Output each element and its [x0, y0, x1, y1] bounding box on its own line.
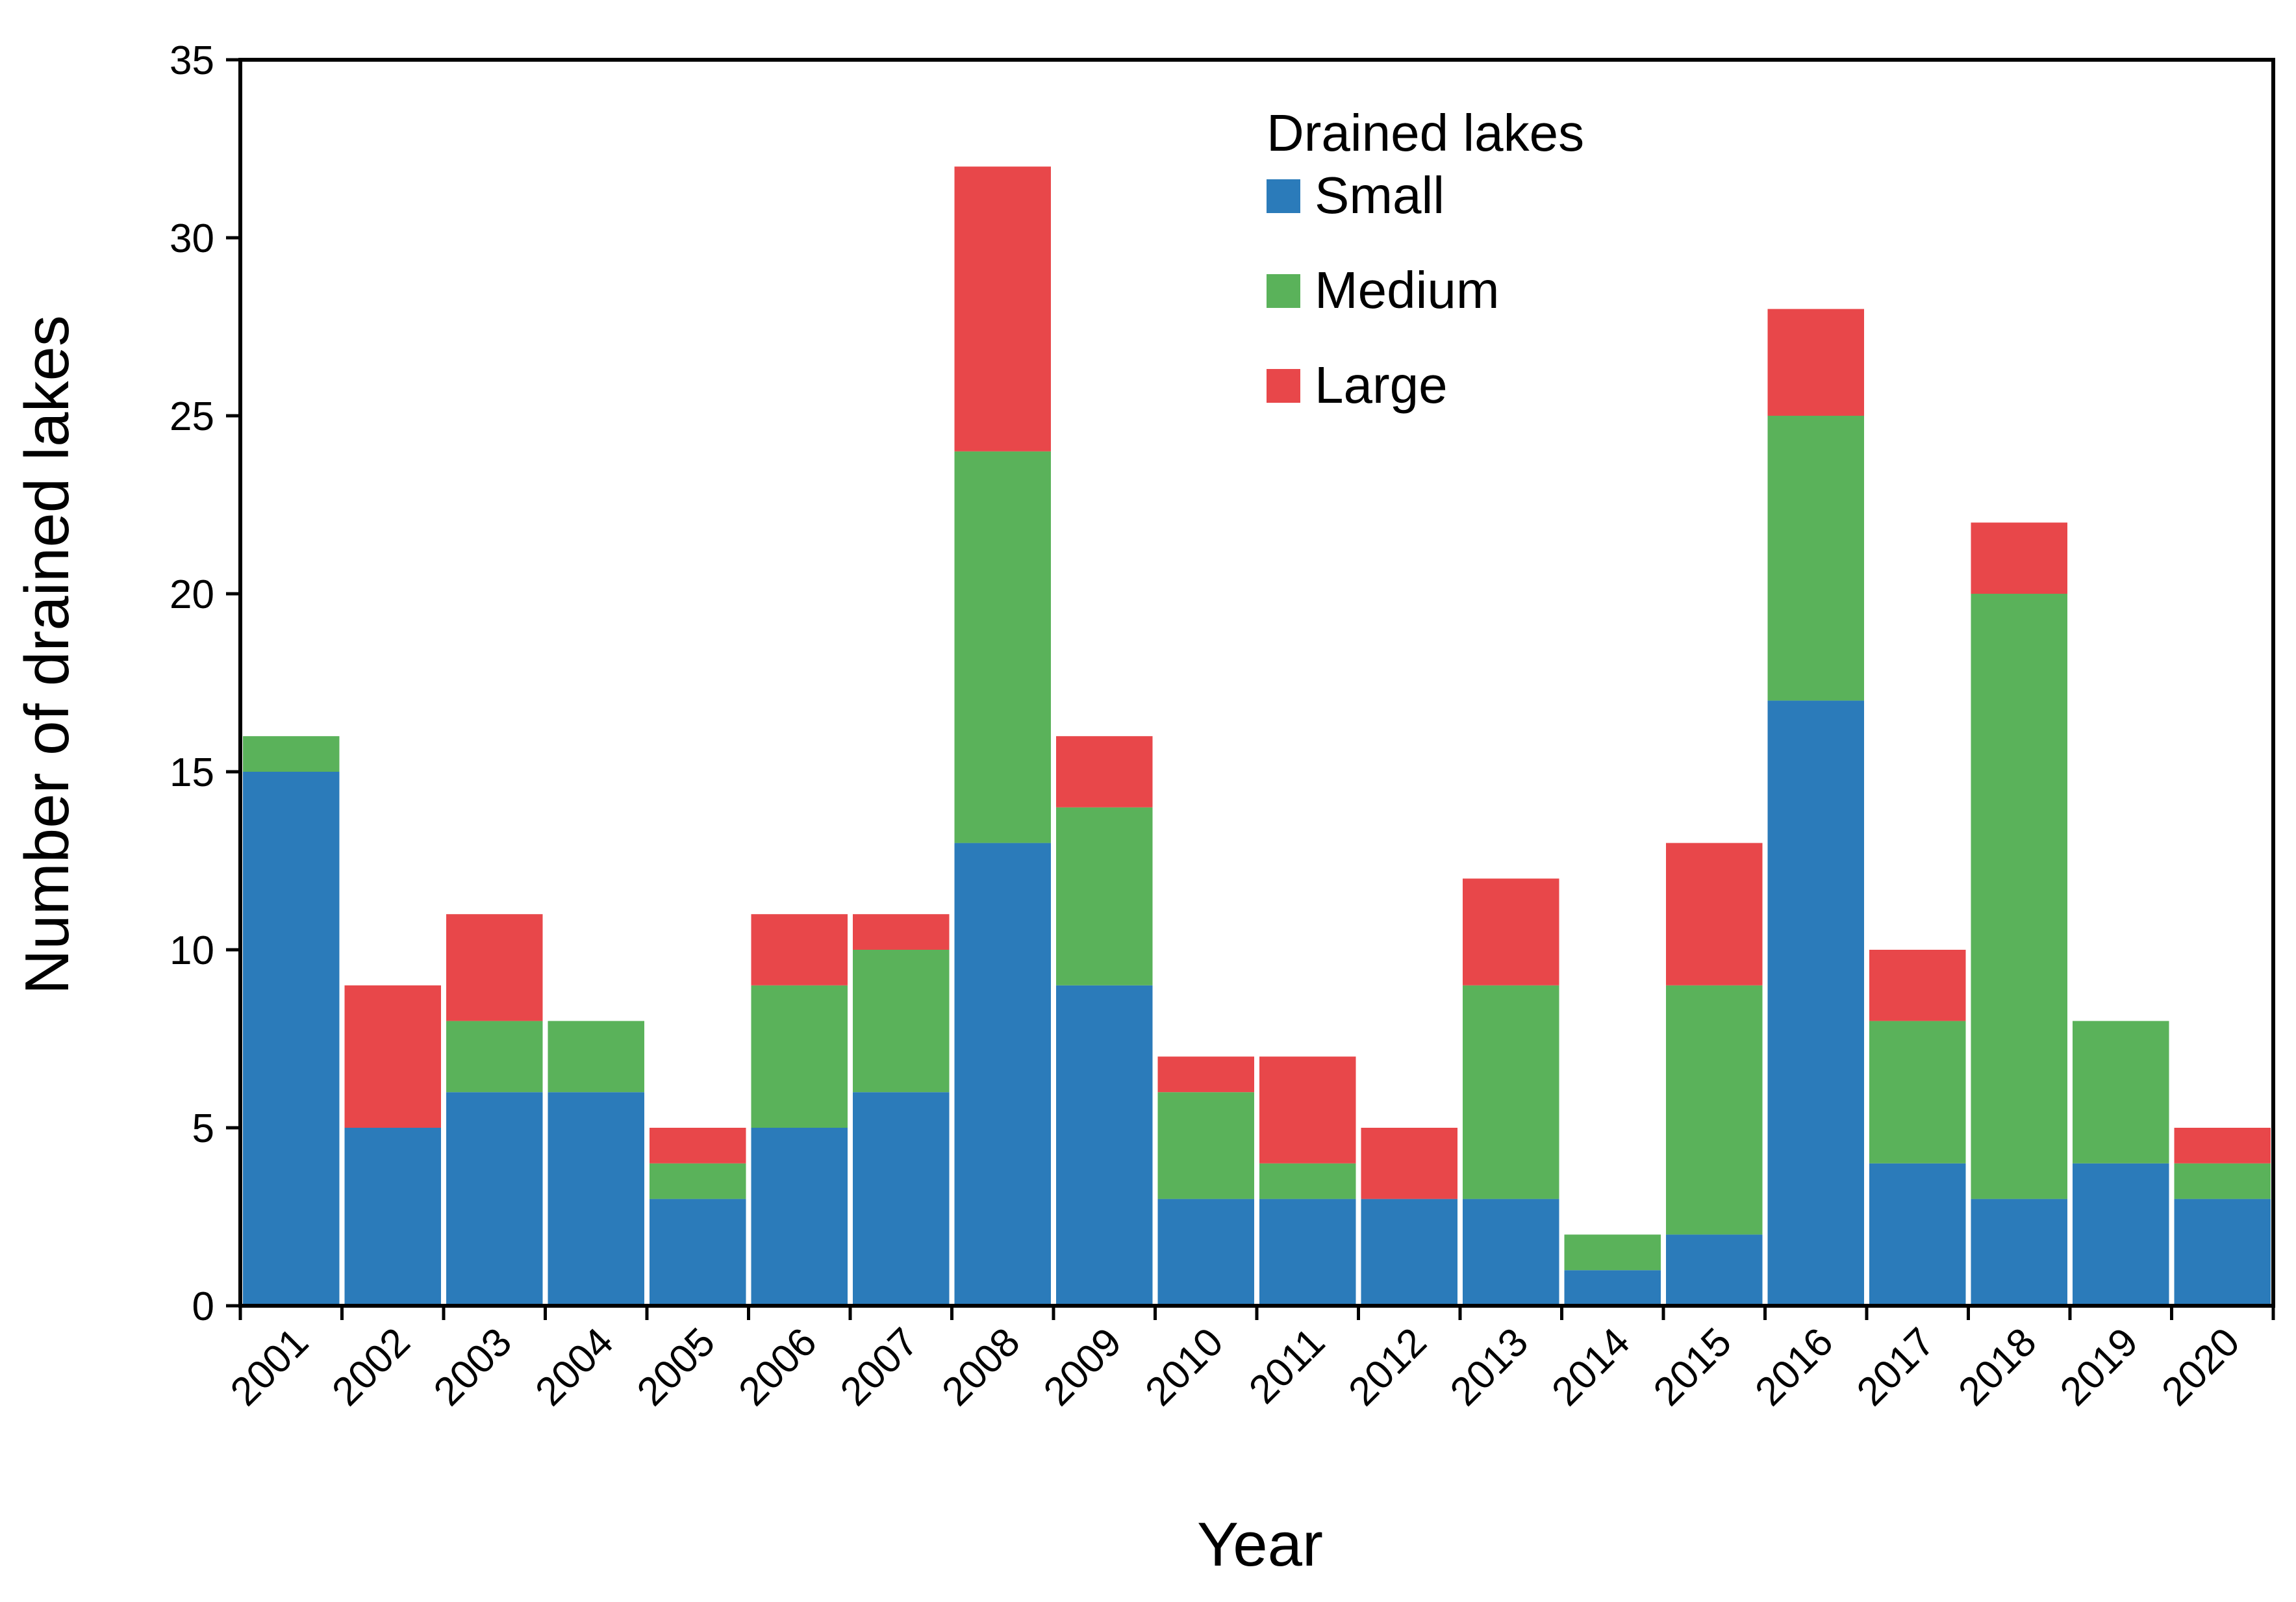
bar-small-2001	[243, 772, 340, 1306]
bar-small-2019	[2073, 1163, 2169, 1306]
bar-medium-2001	[243, 736, 340, 772]
bar-small-2015	[1666, 1234, 1763, 1306]
y-axis-ticks: 0 5 10 15 20 25 30 35	[170, 38, 240, 1329]
bar-small-2003	[446, 1092, 543, 1306]
legend: Drained lakes Small Medium Large	[1267, 104, 1584, 414]
bar-large-2002	[344, 985, 441, 1128]
x-tick-label-2013: 2013	[1442, 1319, 1537, 1414]
bar-large-2005	[650, 1128, 746, 1163]
bar-large-2012	[1361, 1128, 1457, 1199]
bar-small-2009	[1056, 985, 1153, 1306]
x-tick-label-2001: 2001	[222, 1319, 317, 1414]
bar-medium-2008	[954, 451, 1051, 843]
bar-small-2008	[954, 843, 1051, 1306]
y-tick-label: 20	[170, 572, 214, 617]
x-tick-label-2010: 2010	[1137, 1319, 1231, 1414]
bar-small-2013	[1463, 1199, 1559, 1306]
y-tick-label: 5	[192, 1106, 214, 1151]
legend-label-large: Large	[1315, 356, 1448, 414]
x-tick-label-2019: 2019	[2052, 1319, 2147, 1414]
bar-large-2003	[446, 914, 543, 1021]
x-tick-label-2017: 2017	[1848, 1319, 1943, 1414]
bar-large-2018	[1971, 522, 2067, 594]
y-axis-title: Number of drained lakes	[12, 315, 82, 995]
bar-medium-2006	[751, 985, 848, 1128]
y-tick-label: 30	[170, 216, 214, 261]
bar-large-2017	[1869, 950, 1966, 1021]
legend-swatch-small	[1267, 179, 1300, 213]
x-tick-label-2002: 2002	[323, 1319, 418, 1414]
bar-large-2015	[1666, 843, 1763, 985]
y-tick-label: 35	[170, 38, 214, 83]
bars-group	[243, 166, 2271, 1306]
x-tick-label-2011: 2011	[1241, 1319, 1333, 1412]
bar-large-2006	[751, 914, 848, 985]
bar-medium-2009	[1056, 807, 1153, 985]
x-axis-ticks: 2001 2002 2003 2004 2005 2006 2007 2008 2009 2010…	[222, 1306, 2275, 1414]
bar-small-2006	[751, 1128, 848, 1306]
bar-medium-2003	[446, 1021, 543, 1093]
legend-label-small: Small	[1315, 166, 1444, 224]
y-tick-label: 0	[192, 1284, 214, 1329]
bar-large-2008	[954, 166, 1051, 451]
bar-medium-2016	[1767, 416, 1864, 701]
x-tick-label-2009: 2009	[1035, 1319, 1130, 1414]
x-tick-label-2014: 2014	[1543, 1319, 1638, 1414]
bar-large-2013	[1463, 878, 1559, 985]
bar-medium-2013	[1463, 985, 1559, 1199]
bar-medium-2007	[853, 950, 950, 1093]
bar-small-2010	[1157, 1199, 1254, 1306]
bar-large-2020	[2174, 1128, 2271, 1163]
bar-small-2018	[1971, 1199, 2067, 1306]
x-tick-label-2018: 2018	[1950, 1319, 2045, 1414]
bar-medium-2005	[650, 1163, 746, 1199]
legend-title: Drained lakes	[1267, 104, 1584, 162]
bar-small-2012	[1361, 1199, 1457, 1306]
x-tick-label-2005: 2005	[629, 1319, 724, 1414]
bar-small-2016	[1767, 700, 1864, 1306]
bar-small-2020	[2174, 1199, 2271, 1306]
bar-small-2017	[1869, 1163, 1966, 1306]
bar-medium-2019	[2073, 1021, 2169, 1163]
x-tick-label-2003: 2003	[425, 1319, 520, 1414]
legend-swatch-large	[1267, 369, 1300, 403]
x-tick-label-2007: 2007	[832, 1319, 927, 1414]
bar-small-2005	[650, 1199, 746, 1306]
bar-medium-2014	[1564, 1234, 1661, 1271]
bar-large-2007	[853, 914, 950, 950]
bar-small-2014	[1564, 1270, 1661, 1306]
bar-medium-2017	[1869, 1021, 1966, 1163]
x-tick-label-2006: 2006	[730, 1319, 825, 1414]
x-tick-label-2016: 2016	[1747, 1319, 1841, 1414]
y-tick-label: 10	[170, 928, 214, 973]
legend-swatch-medium	[1267, 274, 1300, 308]
y-tick-label: 25	[170, 394, 214, 439]
bar-small-2004	[548, 1092, 644, 1306]
bar-large-2016	[1767, 309, 1864, 416]
bar-medium-2011	[1259, 1163, 1356, 1199]
bar-medium-2004	[548, 1021, 644, 1093]
x-tick-label-2008: 2008	[933, 1319, 1028, 1414]
legend-items: Small Medium Large	[1267, 166, 1500, 414]
bar-small-2002	[344, 1128, 441, 1306]
bar-large-2010	[1157, 1056, 1254, 1093]
x-tick-label-2012: 2012	[1340, 1319, 1435, 1414]
x-tick-label-2004: 2004	[527, 1319, 622, 1414]
bar-medium-2020	[2174, 1163, 2271, 1199]
bar-small-2011	[1259, 1199, 1356, 1306]
x-tick-label-2015: 2015	[1645, 1319, 1740, 1414]
bar-medium-2015	[1666, 985, 1763, 1235]
plot-frame	[238, 58, 2275, 1308]
bar-large-2009	[1056, 736, 1153, 807]
x-tick-label-2020: 2020	[2153, 1319, 2248, 1414]
legend-label-medium: Medium	[1315, 261, 1500, 319]
bar-small-2007	[853, 1092, 950, 1306]
bar-large-2011	[1259, 1056, 1356, 1163]
y-tick-label: 15	[170, 750, 214, 795]
x-axis-title: Year	[1197, 1510, 1323, 1579]
bar-medium-2010	[1157, 1092, 1254, 1199]
bar-medium-2018	[1971, 594, 2067, 1199]
